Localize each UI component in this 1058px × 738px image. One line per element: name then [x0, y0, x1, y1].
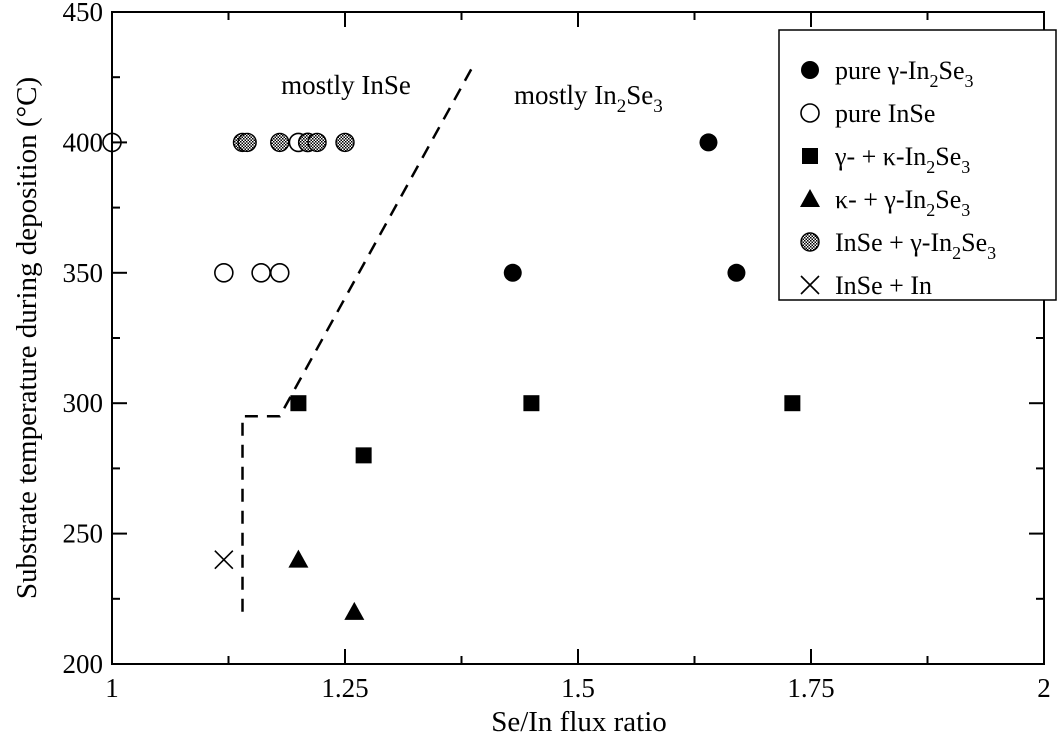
legend-marker-0 — [801, 61, 819, 79]
data-point-series-4-1 — [237, 132, 257, 153]
data-point-series-2-2 — [784, 395, 801, 412]
annotation-mostly-in2se3-prefix: mostly In — [514, 80, 617, 110]
legend-text-part: Se — [935, 142, 961, 171]
x-tick-label: 2 — [1037, 673, 1051, 703]
y-tick-label: 300 — [63, 388, 104, 418]
legend-marker-2 — [802, 148, 818, 164]
axis-ticks: 1 1.25 1.5 1.75 2 200 250 300 350 400 450 — [63, 0, 1051, 703]
data-point-series-0-2 — [727, 263, 746, 282]
legend-subscript: 3 — [961, 200, 970, 220]
data-point-series-0-1 — [503, 263, 522, 282]
legend-text-part: Se — [935, 185, 961, 214]
data-point-series-2-1 — [523, 395, 540, 412]
annotation-sub-3: 3 — [653, 96, 663, 117]
y-axis-label: Substrate temperature during deposition … — [11, 77, 43, 599]
phase-boundary-line — [241, 60, 477, 612]
legend-box — [778, 29, 1057, 301]
legend-subscript: 3 — [987, 243, 996, 263]
data-point-series-3-0 — [288, 549, 309, 568]
y-tick-label: 350 — [63, 258, 104, 288]
y-tick-label: 250 — [63, 519, 104, 549]
y-tick-label: 200 — [63, 649, 104, 679]
x-tick-label: 1.25 — [321, 673, 368, 703]
legend-entry-5: InSe + In — [835, 271, 932, 300]
annotation-mostly-inse: mostly InSe — [281, 70, 411, 100]
legend-entry-1: pure InSe — [835, 99, 935, 128]
x-tick-label: 1.5 — [561, 673, 595, 703]
x-tick-label: 1.75 — [787, 673, 834, 703]
boundary-dashed-line — [241, 60, 477, 612]
legend-subscript: 2 — [930, 71, 939, 91]
data-point-series-2-0 — [290, 395, 307, 412]
y-tick-label: 450 — [63, 0, 104, 27]
legend-entry-2: γ- + κ-In2Se3 — [834, 142, 970, 177]
x-tick-label: 1 — [105, 673, 119, 703]
legend-subscript: 3 — [961, 157, 970, 177]
legend-marker-1 — [800, 103, 820, 123]
legend-subscript: 2 — [952, 243, 961, 263]
legend-text-part: InSe + γ-In — [835, 228, 952, 257]
legend-text-part: Se — [961, 228, 987, 257]
legend-marker-5 — [800, 275, 820, 295]
data-point-series-2-3 — [355, 447, 372, 464]
data-points — [102, 132, 801, 620]
data-point-series-1-3 — [214, 262, 234, 283]
legend-subscript: 2 — [926, 200, 935, 220]
x-axis-label: Se/In flux ratio — [491, 706, 667, 738]
legend-text-part: InSe + In — [835, 271, 932, 300]
legend-marker-4 — [800, 232, 820, 252]
data-point-series-1-4 — [251, 262, 271, 283]
legend-entry-0: pure γ-In2Se3 — [835, 56, 974, 91]
data-point-series-5-0 — [214, 550, 234, 570]
legend-subscript: 2 — [926, 157, 935, 177]
data-point-series-4-2 — [270, 132, 290, 153]
data-point-series-3-1 — [344, 601, 365, 620]
data-point-series-0-0 — [699, 133, 718, 152]
legend-text-part: pure InSe — [835, 99, 935, 128]
legend-entry-4: InSe + γ-In2Se3 — [835, 228, 996, 263]
legend-entry-3: κ- + γ-In2Se3 — [835, 185, 970, 220]
legend-subscript: 3 — [965, 71, 974, 91]
legend-text-part: Se — [939, 56, 965, 85]
legend-text-part: pure γ-In — [835, 56, 930, 85]
data-point-series-1-5 — [269, 262, 290, 283]
annotation-mostly-in2se3-se: Se — [626, 80, 653, 110]
data-point-series-4-5 — [335, 132, 355, 153]
legend-marker-3 — [800, 189, 820, 207]
legend-text-part: κ- + γ-In — [835, 185, 926, 214]
legend-text-part: γ- + κ-In — [834, 142, 926, 171]
y-tick-label: 400 — [63, 127, 104, 157]
data-point-series-4-4 — [307, 132, 327, 153]
annotation-mostly-in2se3: mostly In2Se3 — [514, 80, 663, 117]
annotation-sub-2: 2 — [617, 96, 627, 117]
